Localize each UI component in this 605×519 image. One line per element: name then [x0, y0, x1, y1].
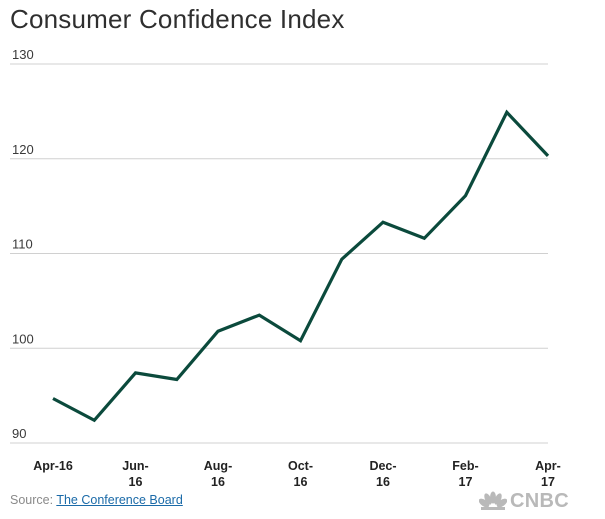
x-tick-label: Apr-16: [33, 459, 73, 473]
x-tick-label-line: 16: [129, 475, 143, 489]
x-tick-label: Feb- 17: [452, 459, 478, 489]
data-point-Dec-16: [381, 220, 385, 224]
data-point-Apr-16: [51, 396, 55, 400]
data-point-Mar-17: [505, 110, 509, 114]
source-prefix: Source:: [10, 493, 57, 507]
series: [51, 109, 550, 423]
x-tick-label-line: Feb-: [452, 459, 478, 473]
x-tick-label: Dec- 16: [369, 459, 396, 489]
data-point-Oct-16: [299, 339, 303, 343]
x-tick-label-line: 17: [541, 475, 555, 489]
chart-title: Consumer Confidence Index: [10, 4, 345, 34]
data-point-Nov-16: [340, 257, 344, 261]
x-tick-label-line: 16: [211, 475, 225, 489]
data-point-Aug-16: [216, 329, 220, 333]
data-point-Sep-16: [257, 313, 261, 317]
y-tick-label: 120: [12, 142, 34, 157]
y-tick-label: 130: [12, 47, 34, 62]
data-point-May-16: [92, 418, 96, 422]
y-axis-ticks: 130 120 110 100 90: [12, 47, 34, 441]
x-tick-label: Jun- 16: [122, 459, 148, 489]
cnbc-logo: CNBC: [479, 490, 569, 512]
x-tick-label-line: Aug-: [204, 459, 232, 473]
x-tick-label-line: Oct-: [288, 459, 313, 473]
data-point-Jun-16: [134, 371, 138, 375]
x-tick-label-line: 16: [376, 475, 390, 489]
x-tick-label: Aug- 16: [204, 459, 232, 489]
gridlines: [10, 63, 548, 444]
y-tick-label: 90: [12, 426, 26, 441]
x-axis-ticks: Apr-16 Jun-16Aug-16Oct-16Dec-16Feb-17Apr-…: [33, 459, 561, 489]
source-note: Source: The Conference Board: [10, 493, 183, 507]
x-tick-label-line: Dec-: [369, 459, 396, 473]
data-point-Jan-17: [422, 236, 426, 240]
x-tick-label-line: 17: [459, 475, 473, 489]
x-tick-label-line: Jun-: [122, 459, 148, 473]
y-tick-label: 110: [12, 237, 33, 252]
x-tick-label: Oct- 16: [288, 459, 313, 489]
logo-text: CNBC: [510, 489, 569, 512]
x-tick-label: Apr- 17: [535, 459, 561, 489]
x-tick-label-line: Apr-: [535, 459, 561, 473]
x-tick-label-line: 16: [294, 475, 308, 489]
data-point-Apr-17: [546, 154, 550, 158]
data-point-Jul-16: [175, 378, 179, 382]
data-point-Feb-17: [464, 194, 468, 198]
source-link[interactable]: The Conference Board: [56, 493, 183, 507]
series-line: [52, 109, 550, 423]
peacock-icon: [479, 491, 507, 510]
x-tick-label-line: Apr-16: [33, 459, 73, 473]
y-tick-label: 100: [12, 331, 34, 346]
